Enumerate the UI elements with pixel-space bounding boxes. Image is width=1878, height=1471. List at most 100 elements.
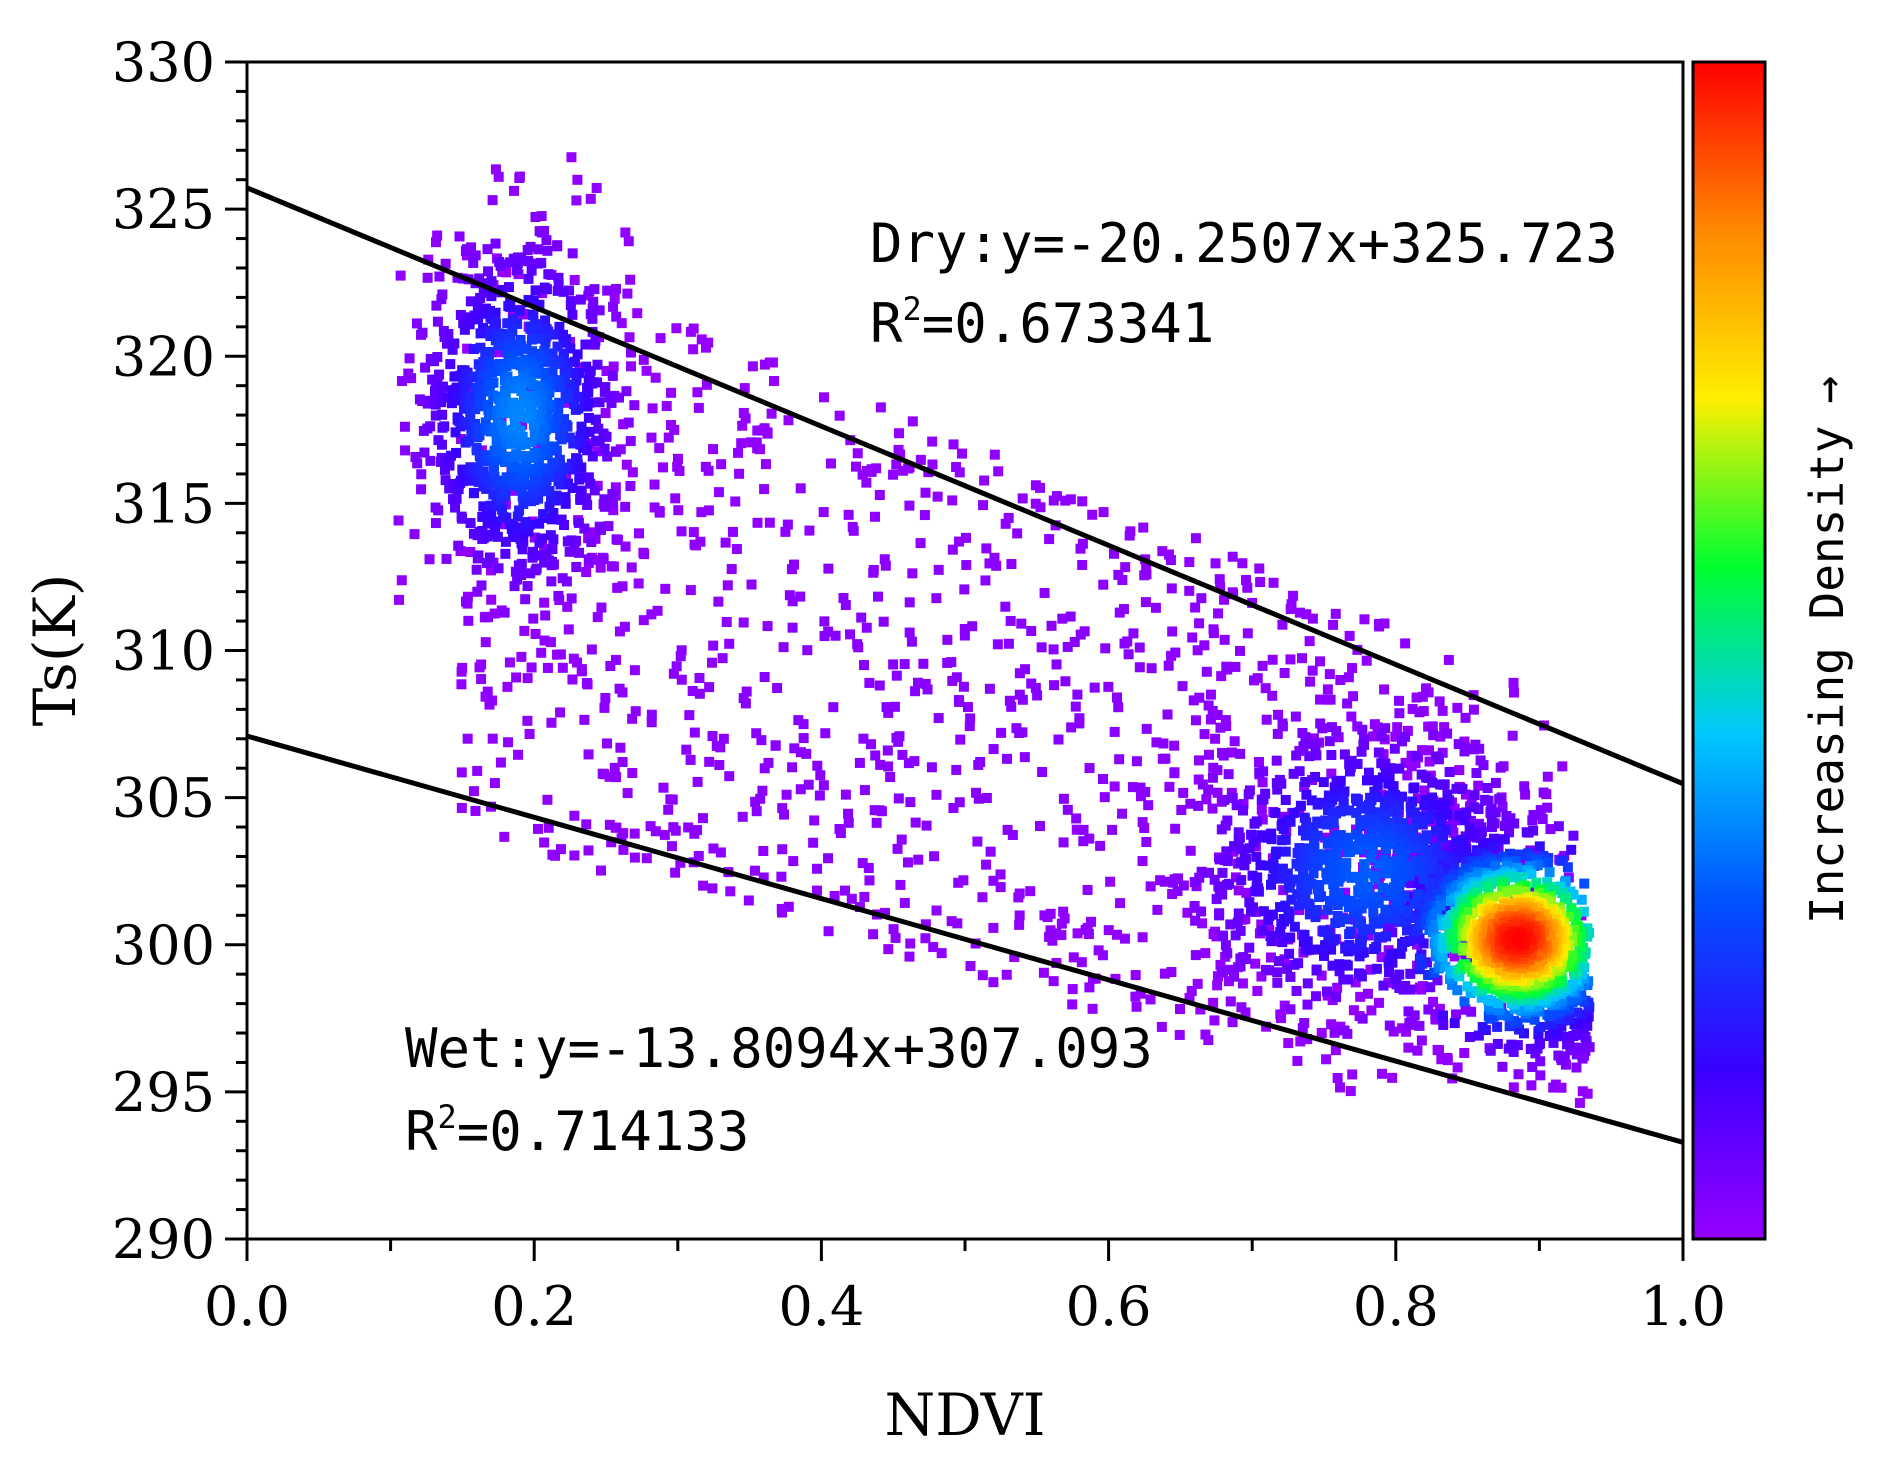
scatter-point — [840, 600, 851, 611]
scatter-point — [441, 392, 452, 403]
scatter-point — [1225, 919, 1236, 930]
scatter-point — [1251, 816, 1262, 827]
scatter-point — [553, 590, 564, 601]
scatter-point — [875, 402, 886, 413]
scatter-point — [975, 756, 986, 767]
scatter-point — [1417, 818, 1428, 829]
scatter-point — [574, 362, 585, 373]
scatter-point — [1440, 824, 1451, 835]
scatter-point — [755, 793, 766, 804]
scatter-point — [1294, 607, 1305, 618]
scatter-point — [1284, 913, 1295, 924]
scatter-point — [1113, 569, 1124, 580]
scatter-point — [481, 450, 492, 461]
scatter-point — [532, 442, 543, 453]
scatter-point — [457, 464, 468, 475]
scatter-point — [1414, 906, 1425, 917]
scatter-point — [1270, 807, 1281, 818]
scatter-point — [1190, 533, 1201, 544]
scatter-point — [490, 238, 501, 249]
scatter-point — [777, 803, 788, 814]
scatter-point — [1291, 985, 1302, 996]
y-tick-label: 315 — [112, 472, 215, 535]
scatter-point — [441, 338, 452, 349]
scatter-point — [890, 932, 901, 943]
scatter-point — [693, 851, 704, 862]
scatter-point — [496, 475, 507, 486]
scatter-point — [1216, 671, 1227, 682]
scatter-point — [458, 318, 469, 329]
scatter-point — [1542, 1009, 1553, 1020]
scatter-point — [1065, 611, 1076, 622]
scatter-point — [1386, 904, 1397, 915]
y-tick-label: 305 — [112, 767, 215, 830]
scatter-point — [545, 637, 556, 648]
scatter-point — [528, 487, 539, 498]
scatter-point — [424, 554, 435, 565]
scatter-point — [704, 756, 715, 767]
scatter-point — [1542, 914, 1553, 925]
scatter-point — [555, 844, 566, 855]
scatter-point — [573, 517, 584, 528]
scatter-point — [1341, 959, 1352, 970]
scatter-point — [750, 796, 761, 807]
scatter-point — [1444, 974, 1455, 985]
scatter-point — [583, 412, 594, 423]
scatter-point — [447, 344, 458, 355]
scatter-point — [620, 541, 631, 552]
scatter-point — [519, 377, 530, 388]
scatter-point — [1506, 1039, 1517, 1050]
scatter-point — [456, 666, 467, 677]
scatter-point — [1199, 640, 1210, 651]
scatter-point — [1344, 805, 1355, 816]
scatter-point — [1279, 667, 1290, 678]
scatter-point — [809, 815, 820, 826]
scatter-point — [910, 686, 921, 697]
scatter-point — [1365, 804, 1376, 815]
scatter-point — [1460, 857, 1471, 868]
scatter-point — [962, 702, 973, 713]
scatter-point — [676, 674, 687, 685]
scatter-point — [770, 740, 781, 751]
scatter-point — [840, 789, 851, 800]
scatter-point — [868, 929, 879, 940]
scatter-point — [1114, 607, 1125, 618]
scatter-point — [534, 518, 545, 529]
scatter-point — [1265, 930, 1276, 941]
scatter-point — [1164, 781, 1175, 792]
scatter-point — [1236, 844, 1247, 855]
scatter-point — [498, 485, 509, 496]
scatter-point — [906, 636, 917, 647]
scatter-point — [953, 877, 964, 888]
scatter-point — [1453, 739, 1464, 750]
scatter-point — [1550, 1079, 1561, 1090]
scatter-point — [564, 432, 575, 443]
scatter-point — [1310, 912, 1321, 923]
scatter-point — [1279, 954, 1290, 965]
scatter-point — [668, 668, 679, 679]
scatter-point — [500, 548, 511, 559]
scatter-point — [525, 390, 536, 401]
scatter-point — [600, 408, 611, 419]
scatter-point — [1375, 837, 1386, 848]
scatter-point — [1480, 794, 1491, 805]
scatter-point — [1328, 619, 1339, 630]
scatter-point — [487, 695, 498, 706]
scatter-point — [802, 645, 813, 656]
scatter-point — [738, 407, 749, 418]
scatter-point — [1437, 747, 1448, 758]
scatter-point — [1418, 890, 1429, 901]
scatter-point — [954, 536, 965, 547]
scatter-point — [951, 764, 962, 775]
scatter-point — [484, 529, 495, 540]
scatter-point — [1184, 557, 1195, 568]
scatter-point — [736, 438, 747, 449]
scatter-point — [1343, 974, 1354, 985]
scatter-point — [882, 745, 893, 756]
scatter-point — [1359, 614, 1370, 625]
scatter-point — [756, 735, 767, 746]
scatter-point — [1434, 1003, 1445, 1014]
scatter-point — [1019, 752, 1030, 763]
scatter-point — [546, 441, 557, 452]
scatter-point — [559, 364, 570, 375]
